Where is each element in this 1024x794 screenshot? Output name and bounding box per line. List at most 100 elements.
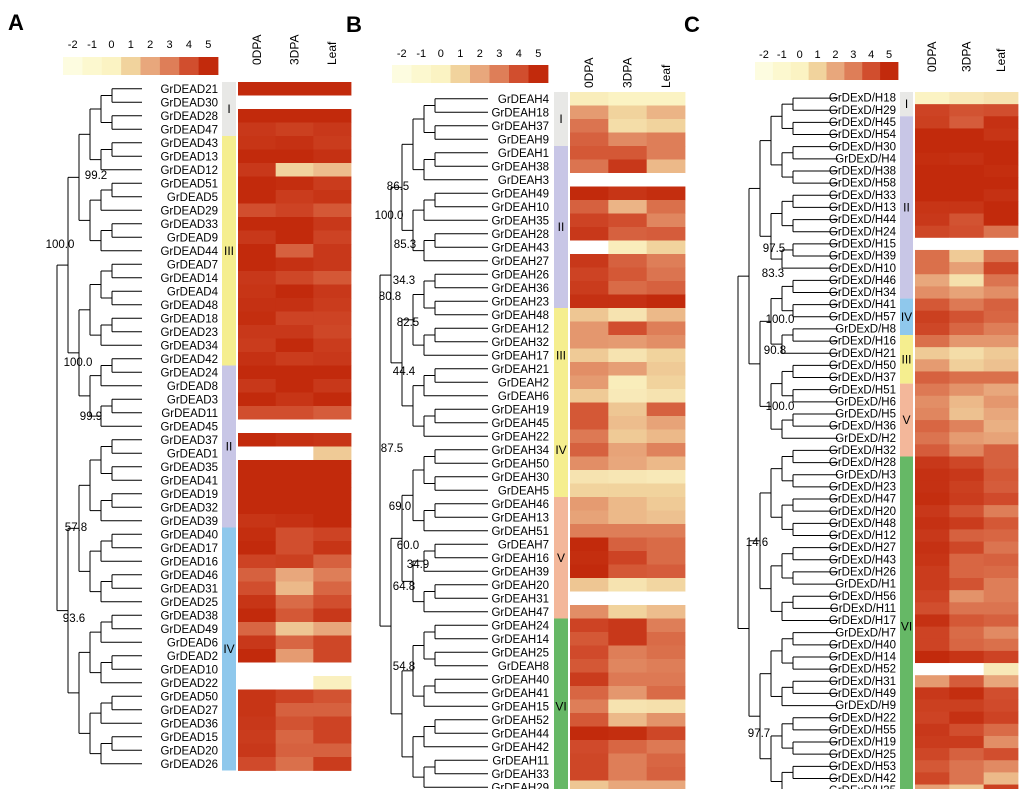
heatmap-cell: [238, 554, 277, 569]
legend-swatch: [880, 62, 899, 80]
gene-label: GrDExD/H20: [829, 506, 896, 518]
heatmap-cell: [949, 553, 985, 567]
gene-label: GrDExD/H35: [829, 785, 896, 789]
heatmap-cell: [646, 524, 686, 538]
heatmap-cell: [949, 322, 985, 336]
legend-swatch: [826, 62, 845, 80]
heatmap-cell: [915, 201, 950, 214]
heatmap-cell: [915, 116, 950, 129]
subfamily-bar: [222, 527, 236, 771]
heatmap-cell: [608, 159, 648, 174]
heatmap-cell: [570, 227, 609, 241]
heatmap-cell: [608, 686, 648, 700]
gene-label: GrDExD/H40: [829, 639, 896, 651]
heatmap-cell: [646, 510, 686, 525]
subfamily-label: II: [558, 220, 565, 234]
bootstrap-value: 85.3: [394, 239, 416, 251]
gene-label: GrDEAH2: [498, 378, 549, 390]
heatmap-cell: [275, 635, 314, 650]
heatmap-cell: [949, 407, 985, 421]
bootstrap-value: 57.8: [65, 522, 87, 534]
heatmap-cell: [646, 119, 686, 133]
heatmap-cell: [313, 419, 352, 434]
heatmap-cell: [570, 267, 609, 282]
gene-label: GrDEAH47: [491, 607, 549, 619]
gene-label: GrDEAD6: [167, 638, 218, 650]
heatmap-cell: [949, 395, 985, 409]
heatmap-cell: [983, 286, 1019, 299]
heatmap-cell: [238, 122, 277, 137]
heatmap-cell: [275, 122, 314, 137]
heatmap-cell: [949, 602, 985, 615]
legend-tick-label: 0: [108, 39, 114, 51]
heatmap-cell: [313, 703, 352, 717]
heatmap-cell: [570, 308, 609, 322]
heatmap-cell: [275, 649, 314, 663]
legend-tick-label: 4: [186, 39, 192, 51]
heatmap-cell: [313, 743, 352, 758]
subfamily-label: III: [556, 348, 566, 362]
gene-label: GrDEAH14: [491, 634, 549, 646]
gene-label: GrDEAH50: [491, 459, 549, 471]
gene-label: GrDEAD44: [160, 246, 218, 258]
heatmap-cell: [238, 392, 277, 407]
gene-label: GrDEAH7: [498, 540, 549, 552]
heatmap-cell: [646, 240, 686, 255]
heatmap-cell: [238, 500, 277, 515]
heatmap-cell: [915, 541, 950, 555]
subfamily-bar: [554, 497, 568, 619]
heatmap-cell: [915, 711, 950, 725]
heatmap-cell: [238, 433, 277, 447]
heatmap-cell: [238, 595, 277, 609]
gene-label: GrDExD/H57: [829, 311, 896, 323]
bootstrap-value: 97.7: [748, 728, 770, 740]
heatmap-cell: [949, 456, 985, 470]
heatmap-cell: [275, 149, 314, 164]
gene-label: GrDEAH15: [491, 702, 549, 714]
heatmap-cell: [915, 407, 950, 421]
heatmap-cell: [949, 237, 985, 251]
heatmap-cell: [646, 416, 686, 430]
heatmap-cell: [275, 298, 314, 312]
heatmap-cell: [275, 608, 314, 623]
heatmap-cell: [915, 322, 950, 336]
gene-label: GrDEAD50: [160, 692, 218, 704]
gene-label: GrDExD/H4: [835, 153, 896, 165]
legend-swatch: [470, 65, 490, 83]
heatmap-cell: [313, 244, 352, 258]
heatmap-cell: [949, 371, 985, 384]
legend-tick-label: 3: [167, 39, 173, 51]
heatmap-cell: [608, 213, 648, 228]
heatmap-cell: [313, 203, 352, 218]
heatmap-cell: [238, 419, 277, 434]
heatmap-cell: [646, 780, 686, 794]
heatmap-cell: [570, 726, 609, 741]
gene-label: GrDExD/H9: [835, 700, 896, 712]
heatmap-cell: [646, 348, 686, 363]
heatmap-cell: [983, 517, 1019, 530]
heatmap-cell: [983, 177, 1019, 190]
gene-label: GrDEAD31: [160, 584, 218, 596]
heatmap-cell: [949, 140, 985, 154]
heatmap-cell: [646, 470, 686, 484]
gene-label: GrDEAD10: [160, 665, 218, 677]
heatmap-cell: [608, 105, 648, 120]
heatmap-cell: [983, 249, 1019, 263]
subfamily-bar: [900, 383, 913, 457]
heatmap-cell: [313, 149, 352, 164]
heatmap-cell: [608, 470, 648, 484]
heatmap-cell: [238, 217, 277, 231]
gene-label: GrDEAH12: [491, 324, 549, 336]
heatmap-cell: [275, 217, 314, 231]
heatmap-cell: [570, 753, 609, 768]
heatmap-cell: [915, 140, 950, 154]
heatmap-cell: [915, 420, 950, 433]
gene-label: GrDEAH37: [491, 121, 549, 133]
gene-label: GrDEAH34: [491, 445, 549, 457]
heatmap-cell: [238, 163, 277, 177]
legend-swatch: [755, 62, 774, 80]
gene-label: GrDEAD9: [167, 233, 218, 245]
column-header: Leaf: [994, 48, 1008, 72]
bootstrap-value: 44.4: [393, 366, 416, 378]
heatmap-cell: [570, 564, 609, 579]
